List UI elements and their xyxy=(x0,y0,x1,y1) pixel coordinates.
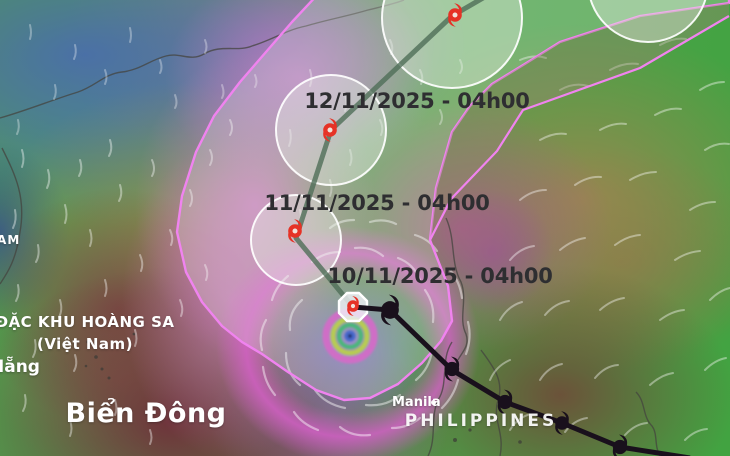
city-dot-manila xyxy=(431,400,436,405)
forecast-cone-band-edge xyxy=(429,15,730,241)
typhoon-marker-icon[interactable] xyxy=(612,434,628,456)
forecast-markers xyxy=(288,3,462,317)
uncertainty-circle-13 xyxy=(381,0,523,89)
typhoon-marker-icon[interactable] xyxy=(444,356,460,382)
coastlines xyxy=(0,0,661,456)
cyclone-icon-eye xyxy=(327,127,333,133)
wind-streamlines xyxy=(12,24,730,445)
forecast-cone xyxy=(175,0,730,402)
uncertainty-circle-14 xyxy=(589,0,707,43)
island-dots xyxy=(84,332,522,444)
cyclone-icon-eye xyxy=(350,303,356,309)
cyclone-icon-eye xyxy=(292,228,298,234)
forecast-cone-band xyxy=(430,3,729,240)
cyclone-icon-eye xyxy=(452,12,458,18)
